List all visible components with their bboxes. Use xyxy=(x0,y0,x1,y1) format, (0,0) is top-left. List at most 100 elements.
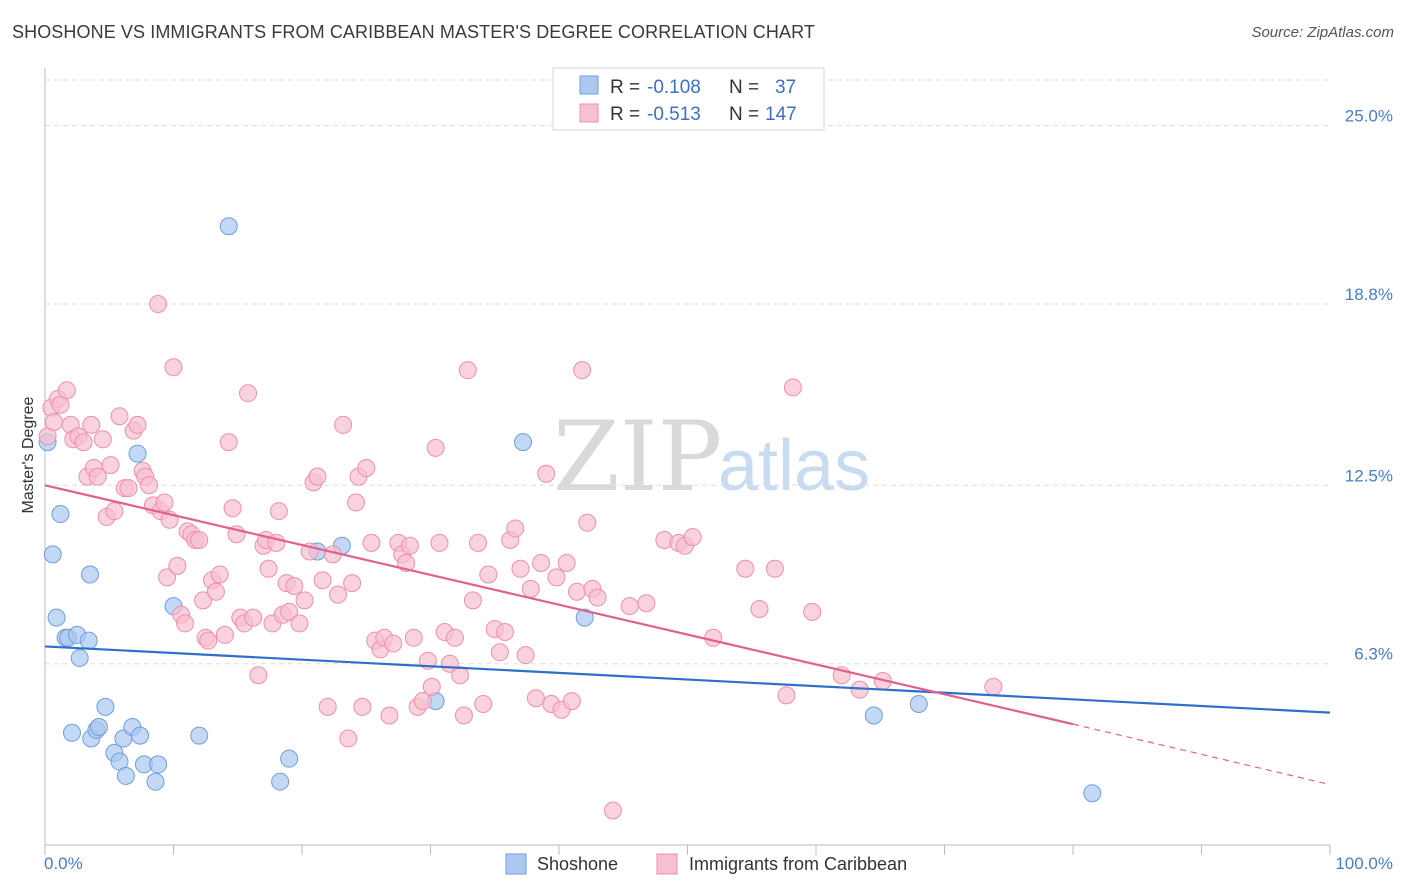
caribbean-point xyxy=(334,415,353,434)
caribbean-point xyxy=(380,706,399,725)
bottom-legend-label-caribbean: Immigrants from Caribbean xyxy=(689,854,907,874)
shoshone-point xyxy=(62,723,81,742)
caribbean-point xyxy=(82,415,101,434)
y-tick-label: 18.8% xyxy=(1345,285,1393,304)
grid-lines xyxy=(45,79,1330,665)
shoshone-point xyxy=(149,755,168,774)
legend-n-value: 147 xyxy=(765,104,797,125)
legend-swatch-shoshone xyxy=(579,75,599,95)
caribbean-point xyxy=(88,467,107,486)
caribbean-point xyxy=(290,614,309,633)
caribbean-point xyxy=(422,677,441,696)
caribbean-point xyxy=(479,565,498,584)
shoshone-point xyxy=(80,565,99,584)
caribbean-point xyxy=(451,666,470,685)
legend-n-value: 37 xyxy=(775,77,796,98)
caribbean-point xyxy=(620,597,639,616)
caribbean-point xyxy=(474,694,493,713)
caribbean-point xyxy=(506,519,525,538)
caribbean-point xyxy=(295,591,314,610)
legend-n-label: N = xyxy=(729,77,759,98)
shoshone-point xyxy=(219,217,238,236)
caribbean-point xyxy=(516,646,535,665)
caribbean-point xyxy=(269,502,288,521)
shoshone-point xyxy=(271,772,290,791)
shoshone-point xyxy=(70,648,89,667)
legend-n-label: N = xyxy=(729,104,759,125)
caribbean-point xyxy=(357,459,376,478)
caribbean-point xyxy=(803,602,822,621)
series-legend: Shoshone Immigrants from Caribbean xyxy=(505,853,907,875)
caribbean-point xyxy=(511,559,530,578)
caribbean-trend-line xyxy=(44,484,1074,726)
y-tick-label: 25.0% xyxy=(1345,107,1393,126)
shoshone-point xyxy=(575,608,594,627)
chart-title: SHOSHONE VS IMMIGRANTS FROM CARIBBEAN MA… xyxy=(12,22,815,42)
caribbean-point xyxy=(458,361,477,380)
caribbean-point xyxy=(210,565,229,584)
caribbean-point xyxy=(430,533,449,552)
shoshone-point xyxy=(51,505,70,524)
caribbean-point xyxy=(454,706,473,725)
shoshone-point xyxy=(96,697,115,716)
series-caribbean-points xyxy=(38,294,1003,820)
caribbean-point xyxy=(140,476,159,495)
y-tick-label: 12.5% xyxy=(1345,466,1393,485)
caribbean-point xyxy=(215,625,234,644)
shoshone-point xyxy=(864,706,883,725)
legend-r-value: -0.108 xyxy=(647,77,701,98)
caribbean-point xyxy=(128,415,147,434)
caribbean-point xyxy=(199,631,218,650)
caribbean-point xyxy=(400,536,419,555)
shoshone-point xyxy=(79,631,98,650)
caribbean-point xyxy=(168,556,187,575)
caribbean-point xyxy=(353,697,372,716)
caribbean-point xyxy=(249,666,268,685)
shoshone-point xyxy=(1083,784,1102,803)
shoshone-point xyxy=(128,444,147,463)
caribbean-point xyxy=(567,582,586,601)
shoshone-point xyxy=(131,726,150,745)
caribbean-point xyxy=(578,513,597,532)
y-tick-label: 6.3% xyxy=(1354,645,1393,664)
caribbean-point xyxy=(532,553,551,572)
caribbean-point xyxy=(101,456,120,475)
shoshone-point xyxy=(146,772,165,791)
caribbean-point xyxy=(105,502,124,521)
legend-r-label: R = xyxy=(610,77,640,98)
caribbean-point xyxy=(562,692,581,711)
legend-r-label: R = xyxy=(610,104,640,125)
caribbean-point xyxy=(155,493,174,512)
caribbean-point xyxy=(259,559,278,578)
caribbean-point xyxy=(557,553,576,572)
legend-r-value: -0.513 xyxy=(647,104,701,125)
trend-lines xyxy=(44,484,1331,786)
bottom-legend-swatch-shoshone xyxy=(505,853,527,875)
caribbean-point xyxy=(704,628,723,647)
caribbean-point xyxy=(244,608,263,627)
caribbean-point xyxy=(603,801,622,820)
caribbean-point xyxy=(783,378,802,397)
caribbean-point xyxy=(469,533,488,552)
x-tick-label-max: 100.0% xyxy=(1335,854,1393,873)
x-axis-ticks xyxy=(44,845,1331,855)
stats-legend: R = -0.108 N = 37 R = -0.513 N = 147 xyxy=(552,67,825,131)
caribbean-point xyxy=(158,568,177,587)
caribbean-point xyxy=(537,464,556,483)
shoshone-point xyxy=(89,718,108,737)
caribbean-point xyxy=(93,430,112,449)
caribbean-point xyxy=(588,588,607,607)
caribbean-point xyxy=(496,623,515,642)
y-axis-tick-labels: 6.3% 12.5% 18.8% 25.0% xyxy=(1345,107,1393,664)
caribbean-point xyxy=(736,559,755,578)
caribbean-point xyxy=(547,568,566,587)
caribbean-point xyxy=(119,479,138,498)
caribbean-point xyxy=(521,579,540,598)
caribbean-point xyxy=(445,628,464,647)
shoshone-point xyxy=(116,766,135,785)
caribbean-point xyxy=(190,530,209,549)
caribbean-point xyxy=(343,574,362,593)
x-tick-label-min: 0.0% xyxy=(44,854,83,873)
source-label: Source: ZipAtlas.com xyxy=(1251,24,1394,41)
